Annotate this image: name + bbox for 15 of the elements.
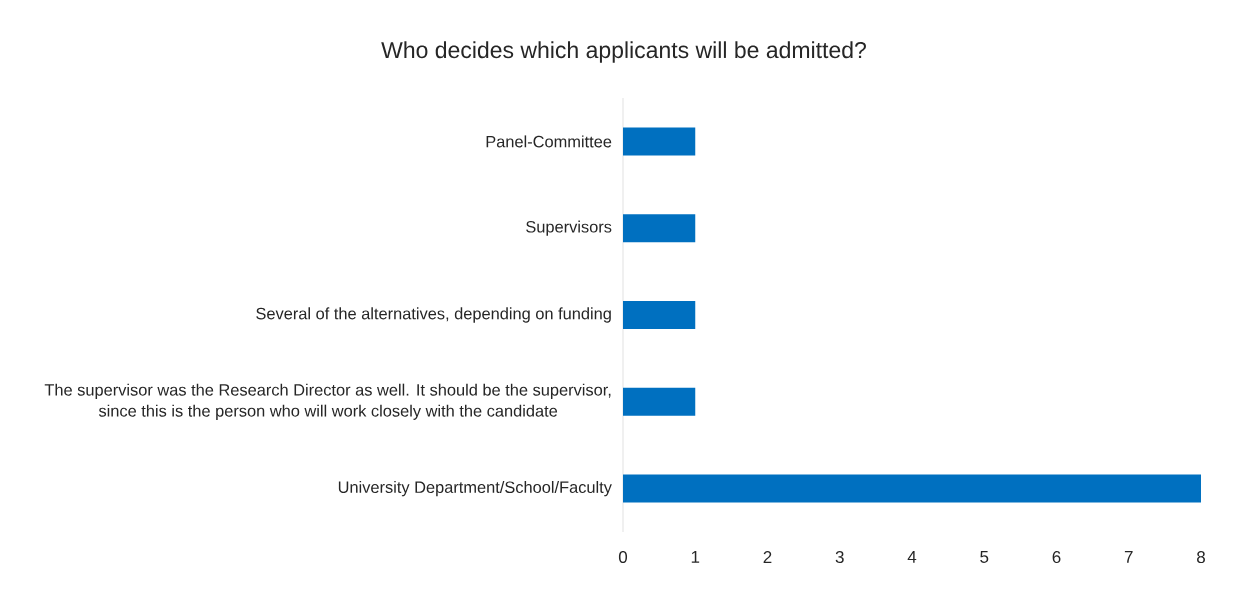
x-tick-label: 4 (907, 551, 917, 563)
chart-title: Who decides which applicants will be admitted? (381, 41, 866, 63)
x-tick-label: 3 (835, 551, 844, 564)
x-tick-label: 1 (691, 551, 700, 563)
x-tick-label: 2 (763, 551, 772, 563)
x-tick-label: 8 (1197, 551, 1205, 564)
x-tick-label: 0 (618, 551, 628, 564)
x-tick-label: 7 (1124, 551, 1133, 563)
y-tick-label: University Department/School/Faculty (338, 480, 612, 497)
y-tick-label: Supervisors (526, 220, 612, 236)
y-tick-label: The supervisor was the Research Director as well. It should be the supervisor, since this is the person who will work closely with the candidate (44, 383, 611, 420)
y-tick-label: Several of the alternatives, depending on funding (256, 307, 611, 323)
y-tick-label: Panel-Committee (486, 135, 612, 148)
x-tick-label: 6 (1052, 551, 1061, 564)
x-tick-label: 5 (980, 551, 989, 563)
